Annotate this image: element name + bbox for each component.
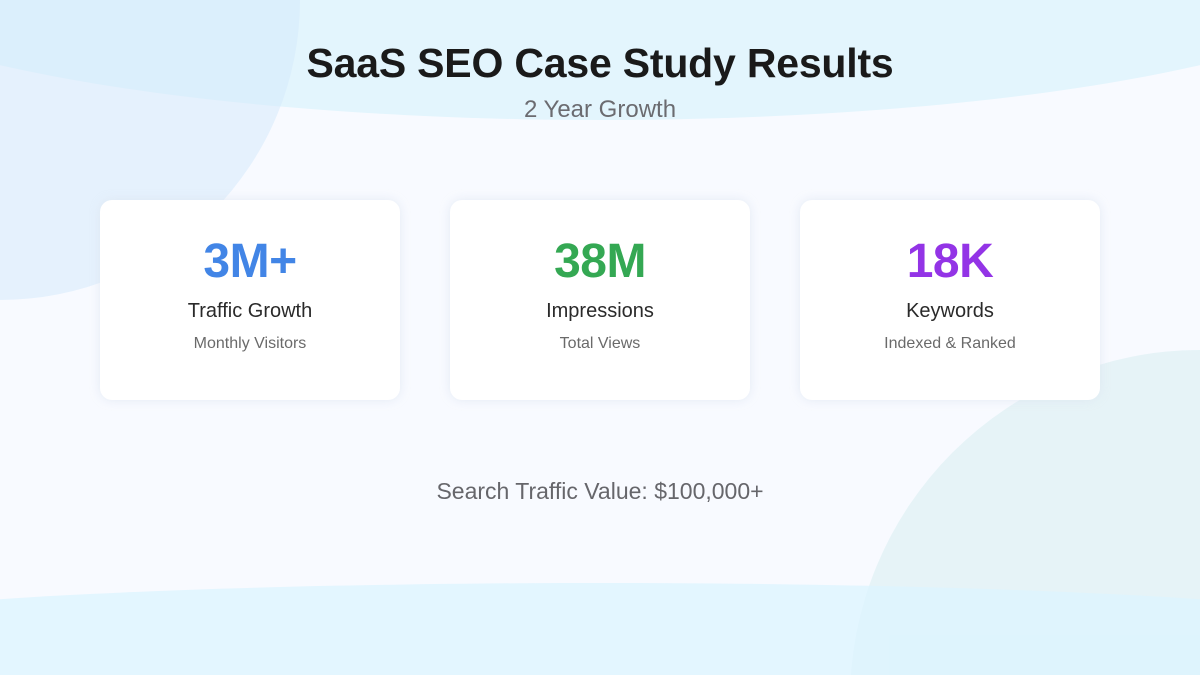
- stat-card-traffic: 3M+ Traffic Growth Monthly Visitors: [100, 200, 400, 400]
- stat-value: 38M: [554, 235, 646, 288]
- stat-label: Impressions: [546, 300, 654, 322]
- background-bottom-wave: [0, 583, 1200, 675]
- stat-card-keywords: 18K Keywords Indexed & Ranked: [800, 200, 1100, 400]
- stat-label: Traffic Growth: [187, 300, 313, 322]
- stat-card-impressions: 38M Impressions Total Views: [450, 200, 750, 400]
- traffic-value-summary: Search Traffic Value: $100,000+: [436, 478, 764, 504]
- stat-value: 3M+: [203, 235, 297, 288]
- stat-sublabel: Indexed & Ranked: [884, 335, 1016, 352]
- stat-sublabel: Total Views: [559, 335, 641, 352]
- stat-label: Keywords: [906, 300, 994, 322]
- page-subtitle: 2 Year Growth: [523, 96, 677, 123]
- page-title: SaaS SEO Case Study Results: [306, 40, 894, 86]
- stat-value: 18K: [906, 235, 994, 288]
- stat-sublabel: Monthly Visitors: [193, 335, 307, 352]
